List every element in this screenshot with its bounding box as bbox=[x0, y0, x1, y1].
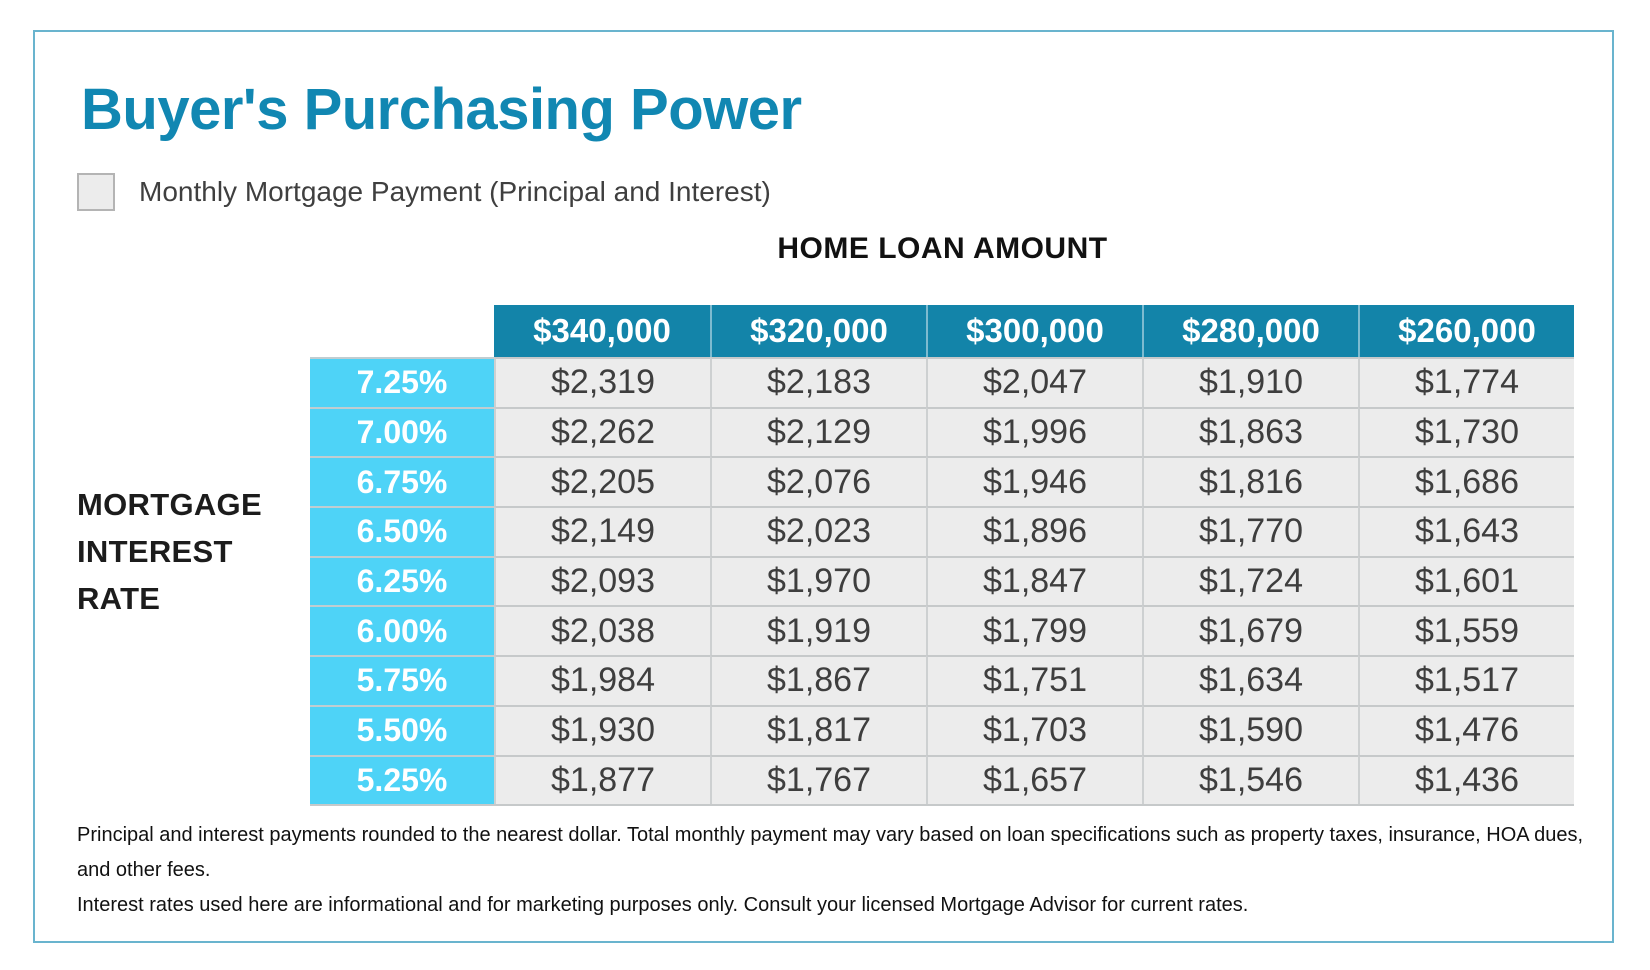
payment-cell: $1,774 bbox=[1358, 357, 1574, 407]
payment-cell: $2,023 bbox=[710, 506, 926, 556]
payment-cell: $1,910 bbox=[1142, 357, 1358, 407]
payment-cell: $1,877 bbox=[494, 754, 710, 805]
payment-cell: $2,183 bbox=[710, 357, 926, 407]
payment-cell: $1,996 bbox=[926, 406, 1142, 457]
payment-cell: $1,476 bbox=[1358, 704, 1574, 755]
payment-cell: $1,867 bbox=[710, 655, 926, 705]
column-group-label: HOME LOAN AMOUNT bbox=[777, 232, 1108, 265]
payment-cell: $1,517 bbox=[1358, 655, 1574, 705]
footnotes: Principal and interest payments rounded … bbox=[77, 818, 1612, 923]
payment-cell: $2,047 bbox=[926, 357, 1142, 407]
payment-cell: $2,205 bbox=[494, 456, 710, 507]
payment-cell: $1,816 bbox=[1142, 456, 1358, 507]
table-corner-spacer bbox=[310, 305, 494, 357]
payment-cell: $2,129 bbox=[710, 406, 926, 457]
payment-cell: $1,724 bbox=[1142, 555, 1358, 606]
footnote-line: Interest rates used here are information… bbox=[77, 894, 1249, 916]
payment-cell: $1,679 bbox=[1142, 605, 1358, 656]
loan-amount-column-header: $340,000 bbox=[494, 305, 710, 357]
payment-table: $340,000 $320,000 $300,000 $280,000 $260,000… bbox=[310, 305, 1574, 807]
interest-rate-row-header: 7.25% bbox=[310, 357, 494, 407]
payment-cell: $2,038 bbox=[494, 605, 710, 656]
payment-cell: $2,076 bbox=[710, 456, 926, 507]
payment-cell: $1,767 bbox=[710, 754, 926, 805]
row-group-label-line: INTEREST bbox=[77, 534, 233, 569]
interest-rate-row-header: 6.25% bbox=[310, 555, 494, 606]
payment-cell: $1,751 bbox=[926, 655, 1142, 705]
payment-cell: $1,686 bbox=[1358, 456, 1574, 507]
loan-amount-column-header: $300,000 bbox=[926, 305, 1142, 357]
payment-cell: $1,546 bbox=[1142, 754, 1358, 805]
page-title: Buyer's Purchasing Power bbox=[81, 77, 802, 142]
payment-cell: $2,262 bbox=[494, 406, 710, 457]
payment-cell: $1,863 bbox=[1142, 406, 1358, 457]
infographic-card: Buyer's Purchasing Power Monthly Mortgag… bbox=[33, 30, 1614, 943]
payment-cell: $2,093 bbox=[494, 555, 710, 606]
footnote-line: Principal and interest payments rounded … bbox=[77, 824, 1584, 881]
payment-cell: $1,643 bbox=[1358, 506, 1574, 556]
payment-cell: $1,847 bbox=[926, 555, 1142, 606]
interest-rate-row-header: 5.75% bbox=[310, 655, 494, 705]
payment-cell: $1,919 bbox=[710, 605, 926, 656]
payment-cell: $1,770 bbox=[1142, 506, 1358, 556]
row-group-label-line: RATE bbox=[77, 581, 161, 616]
loan-amount-column-header: $320,000 bbox=[710, 305, 926, 357]
row-group-label: MORTGAGE INTEREST RATE bbox=[77, 481, 262, 622]
interest-rate-row-header: 7.00% bbox=[310, 406, 494, 457]
payment-cell: $1,657 bbox=[926, 754, 1142, 805]
payment-cell: $1,559 bbox=[1358, 605, 1574, 656]
payment-cell: $1,896 bbox=[926, 506, 1142, 556]
payment-cell: $2,149 bbox=[494, 506, 710, 556]
interest-rate-row-header: 6.50% bbox=[310, 506, 494, 556]
interest-rate-row-header: 5.50% bbox=[310, 704, 494, 755]
payment-cell: $1,730 bbox=[1358, 406, 1574, 457]
loan-amount-column-header: $260,000 bbox=[1358, 305, 1574, 357]
row-group-label-line: MORTGAGE bbox=[77, 487, 262, 522]
payment-cell: $1,590 bbox=[1142, 704, 1358, 755]
legend: Monthly Mortgage Payment (Principal and … bbox=[77, 173, 771, 211]
payment-cell: $1,634 bbox=[1142, 655, 1358, 705]
legend-label: Monthly Mortgage Payment (Principal and … bbox=[139, 176, 771, 207]
interest-rate-row-header: 5.25% bbox=[310, 754, 494, 805]
payment-cell: $1,946 bbox=[926, 456, 1142, 507]
payment-cell: $1,817 bbox=[710, 704, 926, 755]
interest-rate-row-header: 6.75% bbox=[310, 456, 494, 507]
payment-cell: $1,601 bbox=[1358, 555, 1574, 606]
payment-cell: $1,703 bbox=[926, 704, 1142, 755]
payment-cell: $1,984 bbox=[494, 655, 710, 705]
legend-swatch bbox=[77, 173, 115, 211]
payment-cell: $1,436 bbox=[1358, 754, 1574, 805]
payment-cell: $1,799 bbox=[926, 605, 1142, 656]
payment-cell: $2,319 bbox=[494, 357, 710, 407]
loan-amount-column-header: $280,000 bbox=[1142, 305, 1358, 357]
payment-cell: $1,930 bbox=[494, 704, 710, 755]
interest-rate-row-header: 6.00% bbox=[310, 605, 494, 656]
payment-cell: $1,970 bbox=[710, 555, 926, 606]
